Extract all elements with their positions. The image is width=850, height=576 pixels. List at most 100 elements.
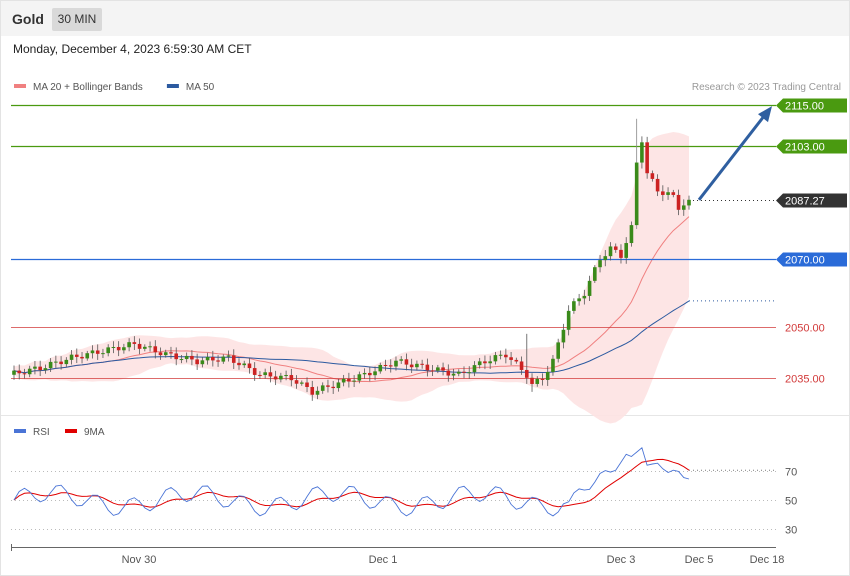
candle-body <box>561 329 566 343</box>
candle-body <box>613 246 618 250</box>
candle-body <box>27 368 32 375</box>
x-tick-label: Dec 1 <box>369 554 398 566</box>
candle-body <box>200 360 205 365</box>
candle-body <box>441 367 445 371</box>
candle-body <box>357 374 362 381</box>
candle-body <box>59 361 63 365</box>
candle-body <box>446 370 451 376</box>
candle-body <box>629 225 634 244</box>
candle-body <box>137 343 142 349</box>
candle-body <box>33 366 37 369</box>
candle-body <box>184 355 189 360</box>
candle-body <box>681 205 686 210</box>
candle-body <box>430 370 435 372</box>
level-tag-2115.00 <box>776 98 847 113</box>
candle-body <box>347 378 351 382</box>
projection-arrowhead <box>758 106 772 123</box>
candle-body <box>341 378 346 383</box>
candle-body <box>43 368 48 371</box>
ma50-line <box>13 300 690 374</box>
candle-body <box>242 363 247 366</box>
candle-body <box>174 353 179 360</box>
timeframe-button[interactable]: 30 MIN <box>52 8 102 31</box>
candle-body <box>247 363 252 369</box>
candle-body <box>221 356 226 362</box>
candle-body <box>101 353 105 355</box>
candle-body <box>54 361 58 363</box>
candle-body <box>640 142 644 163</box>
level-tag-2103.00 <box>776 139 847 154</box>
candle-body <box>127 342 131 348</box>
candle-body <box>530 377 534 384</box>
candle-body <box>226 355 231 357</box>
candle-body <box>404 359 409 365</box>
candle-body <box>326 385 330 387</box>
candle-body <box>556 342 560 359</box>
candle-body <box>12 370 16 375</box>
candle-body <box>95 350 100 354</box>
candle-body <box>378 364 383 372</box>
candle-body <box>524 369 529 378</box>
candle-body <box>22 373 27 375</box>
ma20-line <box>13 216 690 383</box>
candle-body <box>624 243 629 258</box>
candle-body <box>535 378 540 384</box>
candle-body <box>148 346 152 348</box>
candle-body <box>310 386 315 395</box>
candle-body <box>80 356 84 359</box>
candle-body <box>153 346 158 353</box>
level-label-2103.00: 2103.00 <box>785 142 825 154</box>
candle-body <box>368 372 372 376</box>
candle-body <box>462 371 466 373</box>
candle-body <box>268 372 273 377</box>
candle-body <box>231 355 236 363</box>
candle-body <box>74 354 79 357</box>
rsi-legend-swatch <box>14 429 26 433</box>
candle-body <box>116 346 121 351</box>
candle-body <box>195 359 199 365</box>
candle-body <box>634 162 639 226</box>
x-tick-label: Nov 30 <box>122 554 157 566</box>
candle-body <box>488 361 492 364</box>
candle-body <box>608 246 613 257</box>
projection-arrow <box>697 115 766 201</box>
candle-body <box>258 374 262 376</box>
candle-body <box>216 360 220 362</box>
candle-body <box>493 355 498 362</box>
candle-body <box>467 372 472 374</box>
legend-label: MA 20 + Bollinger Bands <box>33 82 143 93</box>
candle-body <box>451 373 456 376</box>
candle-body <box>572 301 576 311</box>
candle-body <box>671 192 676 195</box>
candle-body <box>132 342 137 344</box>
rsi-ma-line <box>13 458 690 508</box>
x-tick-label: Dec 18 <box>750 554 785 566</box>
candle-body <box>38 366 42 371</box>
candle-body <box>519 361 524 370</box>
candle-body <box>645 142 649 174</box>
level-tag-2087.27 <box>776 193 847 208</box>
candle-body <box>122 347 126 351</box>
candle-body <box>504 354 508 358</box>
candle-body <box>593 267 597 281</box>
candle-body <box>169 352 173 354</box>
candle-body <box>509 357 513 360</box>
candle-body <box>163 352 168 356</box>
candle-body <box>90 350 95 354</box>
rsi-legend-swatch <box>65 429 77 433</box>
candle-body <box>85 353 90 359</box>
x-tick-label: Dec 3 <box>607 554 636 566</box>
chart-datetime: Monday, December 4, 2023 6:59:30 AM CET <box>13 42 252 56</box>
candle-body <box>331 386 335 389</box>
candle-body <box>582 295 587 299</box>
candle-body <box>650 173 655 179</box>
candle-body <box>158 352 163 356</box>
level-label-2070.00: 2070.00 <box>785 255 825 267</box>
candle-body <box>598 260 602 268</box>
rsi-tick-label: 30 <box>785 525 797 537</box>
candle-body <box>456 371 461 374</box>
x-tick-label: Dec 5 <box>685 554 714 566</box>
candle-body <box>498 354 503 356</box>
candle-body <box>577 298 581 302</box>
